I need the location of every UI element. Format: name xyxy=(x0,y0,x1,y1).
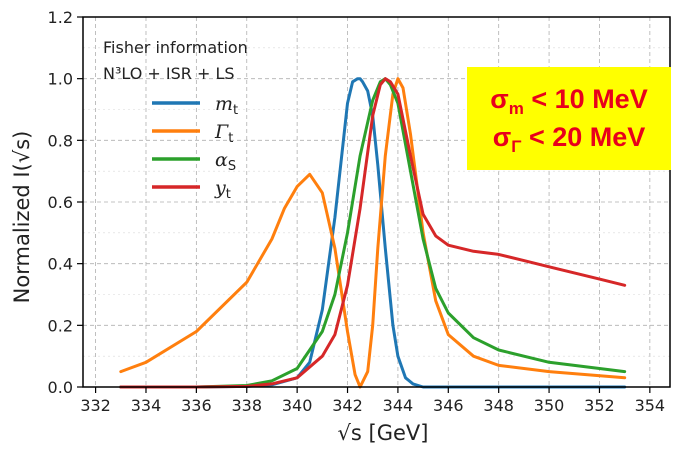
annotation-line-2: σΓ < 20 MeV xyxy=(467,122,671,157)
x-tick-label: 334 xyxy=(131,396,162,415)
series-line-Γ xyxy=(119,77,627,389)
x-tick-label: 336 xyxy=(181,396,212,415)
x-tick-label: 342 xyxy=(332,396,363,415)
legend-title-line1: Fisher information xyxy=(103,38,248,57)
legend-label: yt xyxy=(214,177,231,202)
annotation-2-sigma: σ xyxy=(492,122,512,152)
annotation-1-sub: m xyxy=(508,99,524,118)
x-tick-label: 354 xyxy=(635,396,666,415)
grid xyxy=(83,16,670,388)
annotation-box: σm < 10 MeV σΓ < 20 MeV xyxy=(467,67,671,170)
annotation-2-rest: < 20 MeV xyxy=(521,122,646,152)
annotation-1-rest: < 10 MeV xyxy=(523,84,648,114)
legend-label: mt xyxy=(215,93,238,118)
legend: Fisher information N³LO + ISR + LS mt Γt α… xyxy=(103,38,248,202)
x-tick-label: 350 xyxy=(534,396,565,415)
legend-title-line2: N³LO + ISR + LS xyxy=(103,64,235,83)
axis-ticks: 332 334 336 338 340 342 344 346 348 350 352 354 0.0 0… xyxy=(48,8,666,415)
x-tick-label: 352 xyxy=(584,396,615,415)
legend-entries: mt Γt αS yt xyxy=(152,93,238,202)
x-axis-label: √s [GeV] xyxy=(338,421,429,445)
x-tick-label: 338 xyxy=(231,396,262,415)
x-tick-label: 346 xyxy=(433,396,464,415)
legend-label: αS xyxy=(215,149,236,174)
legend-label: Γt xyxy=(214,121,233,146)
y-tick-label: 0.2 xyxy=(48,316,73,335)
y-tick-label: 0.4 xyxy=(48,255,73,274)
y-tick-label: 1.0 xyxy=(48,70,73,89)
x-tick-label: 340 xyxy=(282,396,313,415)
x-tick-label: 344 xyxy=(383,396,414,415)
series-line-y xyxy=(119,77,627,389)
y-axis-label: Normalized I(√s) xyxy=(10,131,34,304)
y-tick-label: 0.8 xyxy=(48,131,73,150)
annotation-2-sub: Γ xyxy=(511,137,522,156)
x-tick-label: 332 xyxy=(80,396,111,415)
annotation-1-sigma: σ xyxy=(490,84,509,114)
series-lines xyxy=(119,77,627,389)
x-tick-label: 348 xyxy=(483,396,514,415)
y-tick-label: 1.2 xyxy=(48,8,73,27)
y-tick-label: 0.6 xyxy=(48,193,73,212)
annotation-line-1: σm < 10 MeV xyxy=(467,84,671,119)
y-tick-label: 0.0 xyxy=(48,378,73,397)
